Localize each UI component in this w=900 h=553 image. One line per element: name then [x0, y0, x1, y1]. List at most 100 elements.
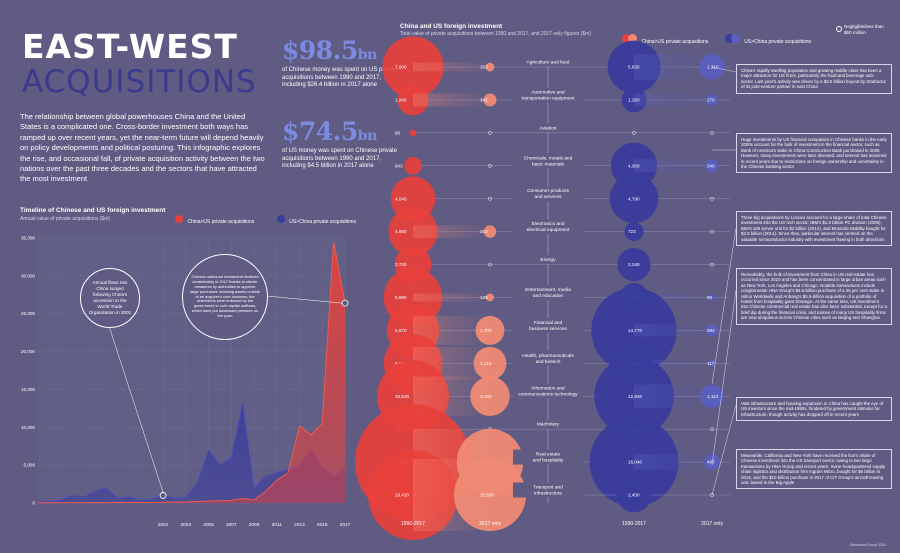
sector-label: infrastructure — [534, 491, 562, 497]
timeline-subtitle: Annual value of private acquisitions ($m… — [20, 216, 111, 222]
bubble-us-trail — [634, 294, 712, 301]
bubble-us-total — [616, 477, 652, 513]
timeline-xtick: 2003 — [180, 522, 191, 528]
timeline-ytick: 25,000 — [21, 311, 35, 316]
stat-1-unit: bn — [357, 47, 377, 63]
bubble-china-trail — [413, 62, 490, 72]
bubble-us-2017 — [705, 159, 719, 173]
sector-label: and services — [535, 194, 563, 200]
credit: Raconteur Group 2018 — [850, 543, 886, 547]
annotation-wto-connector — [108, 325, 164, 493]
bubble-china-total — [404, 156, 422, 175]
bubble-us-total-label: 723 — [628, 229, 636, 234]
annotation-decline-text: Chinese outbound investment declined con… — [190, 273, 260, 319]
sector-label-bg — [513, 350, 583, 366]
bubble-column-header: 1990-2017 — [622, 521, 646, 527]
bubble-us-total — [609, 174, 659, 223]
legend-china-dot — [175, 214, 183, 223]
bubble-china-2017-negligible — [488, 196, 492, 201]
bubble-us-total-label: 1,260 — [628, 98, 640, 103]
sector-label-bg — [513, 383, 583, 399]
bubble-china-total-label: 4,880 — [395, 229, 407, 234]
timeline-xtick: 2001 — [158, 522, 169, 528]
sector-label: basic materials — [532, 161, 565, 167]
stat-1-text: of Chinese money was spent on US private… — [282, 67, 398, 88]
bubble-china-total-label: 2,730 — [395, 262, 407, 267]
bubble-us-total-label: 2,450 — [628, 493, 640, 498]
bubble-legend-china-dot — [622, 34, 631, 44]
bubble-china-total — [409, 129, 417, 137]
bubble-subtitle: Total value of private acquisitions betw… — [400, 31, 591, 37]
bubble-china-trail — [413, 93, 490, 107]
sector-label: business services — [529, 326, 567, 332]
sector-label: communications technology — [518, 392, 578, 398]
sector-label: Automotive and — [531, 89, 565, 95]
timeline-ytick: 5,000 — [24, 463, 36, 468]
sector-label-bg — [513, 219, 583, 235]
timeline-ytick: 20,000 — [21, 349, 35, 354]
sector-label-bg — [513, 419, 583, 429]
sector-label: transportation equipment — [521, 95, 575, 101]
bubble-us-2017-negligible — [710, 196, 714, 201]
bubble-us-2017 — [706, 94, 718, 106]
stat-2: $74.5bn of US money was spent on Chinese… — [282, 117, 402, 171]
sector-label: Consumer products — [527, 188, 569, 194]
timeline-ytick: 15,000 — [21, 387, 35, 392]
bubble-china-total-label: 96 — [395, 130, 401, 135]
bubble-china-2017 — [483, 225, 497, 238]
stat-1: $98.5bn of Chinese money was spent on US… — [282, 36, 402, 90]
bubble-legend-china-dot-2017 — [628, 34, 637, 44]
bubble-china-2017-label: 313 — [480, 229, 488, 234]
bubble-column-header: 2017 only — [701, 521, 723, 527]
bubble-china-2017-label: 129 — [480, 295, 488, 300]
annotation-wto: Annual flows into China surged following… — [80, 268, 140, 328]
note-transport: Meanwhile, California and New York have … — [736, 449, 892, 490]
timeline-ytick: 10,000 — [21, 425, 35, 430]
title-line-1: EAST-WEST — [22, 27, 238, 66]
stat-1-number: $98.5 — [282, 36, 358, 65]
bubble-china-2017-label: 2,210 — [480, 361, 492, 366]
note-agriculture: China's rapidly swelling population and … — [736, 64, 892, 94]
bubble-china-2017-negligible — [488, 163, 492, 168]
note-ict: Three big acquisitions by Lenovo account… — [736, 211, 892, 247]
bubble-us-2017-label: 278 — [707, 98, 715, 103]
bubble-us-2017-negligible — [710, 130, 714, 135]
bubble-us-total-label: 16,040 — [628, 460, 642, 465]
bubble-china-total-label: 4,040 — [395, 196, 407, 201]
note-infrastructure: Vast infrastructure and housing expansio… — [736, 397, 892, 422]
bubble-us-2017-negligible — [710, 427, 714, 432]
sector-label-bg — [513, 255, 583, 265]
bubble-us-2017-label: 1,113 — [707, 394, 719, 399]
sector-label: Information and — [531, 386, 565, 392]
sector-label-bg — [513, 123, 583, 133]
bubble-us-total-label: 5,630 — [628, 65, 640, 70]
stat-2-value: $74.5bn — [282, 117, 402, 146]
stat-2-text: of US money was spent on Chinese private… — [282, 148, 398, 169]
bubble-china-total-label: 5,570 — [395, 328, 407, 333]
bubble-us-trail — [634, 159, 712, 173]
legend-us-dot — [276, 214, 285, 223]
sector-label: and education — [533, 293, 563, 299]
stat-1-value: $98.5bn — [282, 36, 402, 65]
bubble-china-2017 — [485, 62, 495, 72]
negligible-text: Negligible/less than $50 million — [844, 24, 884, 35]
bubble-china-total-label: 643 — [395, 163, 403, 168]
bubble-china-2017 — [453, 458, 527, 532]
bubble-us-2017-label: 282 — [707, 328, 715, 333]
sector-label: Transport and — [533, 485, 563, 491]
bubble-us-total-label: 4,300 — [628, 163, 640, 168]
note-real-estate: Remarkably, the bulk of investment from … — [736, 268, 892, 325]
bubble-china-total-label: 1,940 — [395, 98, 407, 103]
sector-label-bg — [513, 57, 583, 67]
sector-label: electrical equipment — [527, 227, 570, 233]
bubble-china-2017-label: 10,580 — [480, 493, 494, 498]
stat-2-number: $74.5 — [282, 117, 358, 146]
note-connector — [711, 227, 737, 385]
sector-label: Health, pharmaceuticals — [522, 353, 574, 359]
bubble-china-2017-label: 1,700 — [480, 328, 492, 333]
timeline-xtick: 2009 — [249, 522, 260, 528]
title-line-2-pre: ACQ — [22, 64, 92, 100]
negligible-note: Negligible/less than $50 million — [836, 24, 892, 35]
bubble-us-trail — [634, 324, 712, 337]
